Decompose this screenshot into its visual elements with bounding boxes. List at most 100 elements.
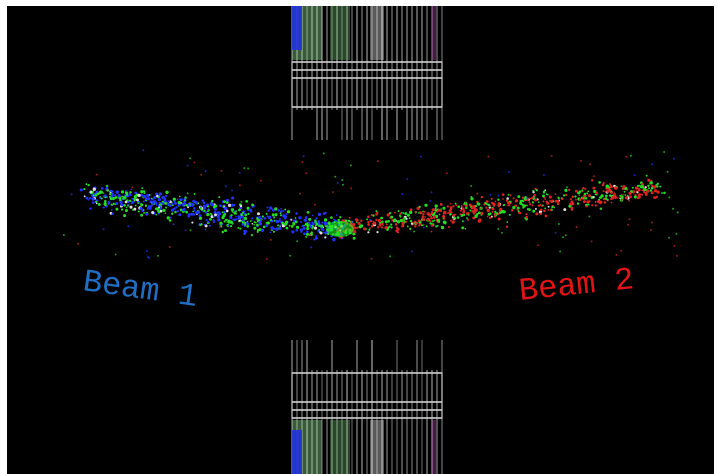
- particle: [140, 213, 144, 217]
- particle: [225, 198, 229, 203]
- particle: [214, 213, 217, 217]
- particle: [542, 173, 545, 176]
- particle: [468, 203, 472, 207]
- particle: [89, 197, 92, 200]
- particle: [525, 213, 528, 216]
- particle: [644, 186, 647, 189]
- particle: [294, 220, 298, 224]
- particle: [387, 219, 390, 223]
- particle: [315, 222, 319, 226]
- particle: [434, 208, 438, 212]
- particle: [406, 225, 409, 228]
- particle: [269, 219, 273, 222]
- particle: [274, 207, 278, 211]
- particle: [431, 220, 434, 223]
- particle: [306, 226, 310, 231]
- particle: [450, 211, 453, 214]
- particle: [161, 196, 164, 199]
- particle: [172, 223, 175, 226]
- particle: [178, 213, 182, 217]
- particle: [305, 172, 308, 175]
- particle: [577, 191, 580, 195]
- particle: [241, 223, 244, 226]
- particle: [363, 227, 367, 231]
- particle: [494, 200, 497, 203]
- particle: [445, 172, 448, 175]
- particle: [544, 214, 548, 218]
- particle: [435, 225, 438, 228]
- particle: [133, 195, 138, 199]
- particle: [77, 242, 79, 245]
- detector-block: [370, 420, 384, 474]
- particle: [390, 215, 394, 219]
- particle: [624, 194, 627, 196]
- particle: [673, 244, 676, 247]
- particle: [476, 202, 480, 205]
- particle: [191, 203, 194, 206]
- particle: [282, 209, 285, 212]
- particle: [121, 195, 124, 198]
- particle: [624, 196, 629, 200]
- particle: [570, 206, 574, 210]
- particle: [442, 206, 446, 210]
- particle: [491, 207, 495, 211]
- particle: [111, 190, 114, 193]
- particle: [628, 199, 630, 202]
- particle: [478, 218, 482, 222]
- particle: [147, 256, 149, 258]
- particle: [221, 216, 225, 220]
- particle: [224, 229, 227, 233]
- particle: [192, 213, 195, 216]
- particle: [370, 257, 373, 260]
- particle: [367, 223, 370, 226]
- particle: [155, 213, 158, 216]
- particle: [123, 204, 126, 207]
- detector-blue: [292, 6, 302, 50]
- particle: [534, 198, 538, 202]
- particle: [92, 187, 96, 191]
- particle: [265, 224, 269, 227]
- particle: [381, 220, 384, 223]
- particle: [305, 230, 309, 234]
- particle: [557, 223, 560, 225]
- particle: [633, 195, 637, 199]
- particle: [272, 216, 275, 218]
- particle: [230, 189, 233, 192]
- particle: [369, 227, 371, 230]
- particle: [222, 205, 225, 208]
- particle: [471, 210, 474, 213]
- particle: [83, 188, 86, 191]
- particle: [237, 215, 241, 219]
- particle: [637, 188, 641, 192]
- particle: [549, 199, 552, 202]
- particle: [108, 200, 111, 203]
- particle: [390, 226, 393, 229]
- particle: [202, 201, 206, 205]
- particle: [303, 224, 306, 227]
- particle: [133, 207, 137, 211]
- particle: [265, 258, 268, 260]
- particle: [202, 206, 207, 210]
- particle: [168, 246, 171, 248]
- particle: [502, 204, 505, 207]
- particle: [143, 195, 146, 198]
- particle: [107, 203, 110, 205]
- particle: [322, 212, 326, 215]
- particle: [490, 215, 493, 218]
- particle: [519, 211, 522, 215]
- particle: [606, 198, 609, 201]
- particle: [301, 161, 304, 163]
- particle: [668, 196, 671, 199]
- particle: [505, 199, 509, 202]
- particle: [295, 212, 298, 215]
- particle: [290, 225, 294, 228]
- particle: [127, 203, 130, 206]
- particle: [649, 181, 653, 185]
- particle: [561, 236, 564, 239]
- particle: [431, 208, 435, 212]
- particle: [620, 198, 623, 201]
- particle: [380, 216, 383, 220]
- particle: [563, 208, 567, 212]
- particle: [305, 232, 310, 236]
- particle: [260, 218, 263, 221]
